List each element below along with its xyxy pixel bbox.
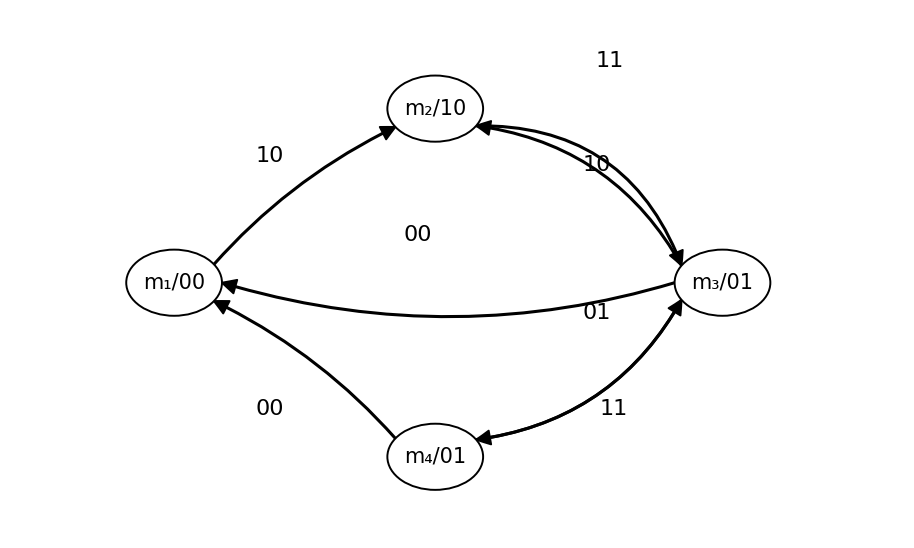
Text: 01: 01 (582, 303, 611, 323)
FancyArrowPatch shape (476, 300, 682, 440)
Ellipse shape (126, 250, 222, 316)
Text: 11: 11 (595, 51, 623, 71)
Text: 11: 11 (600, 399, 628, 419)
Text: m₃/01: m₃/01 (692, 273, 753, 293)
Text: m₂/10: m₂/10 (404, 99, 466, 118)
FancyArrowPatch shape (214, 127, 396, 265)
Ellipse shape (388, 424, 484, 490)
Text: 10: 10 (582, 155, 611, 175)
FancyArrowPatch shape (222, 280, 675, 317)
Text: 00: 00 (256, 399, 284, 419)
FancyArrowPatch shape (476, 300, 682, 444)
Ellipse shape (388, 76, 484, 142)
Text: m₁/00: m₁/00 (143, 273, 205, 293)
Ellipse shape (675, 250, 771, 316)
FancyArrowPatch shape (476, 121, 682, 266)
Text: m₄/01: m₄/01 (404, 447, 466, 467)
FancyArrowPatch shape (476, 125, 683, 266)
FancyArrowPatch shape (214, 301, 396, 439)
Text: 10: 10 (256, 146, 284, 167)
Text: 00: 00 (404, 225, 432, 245)
